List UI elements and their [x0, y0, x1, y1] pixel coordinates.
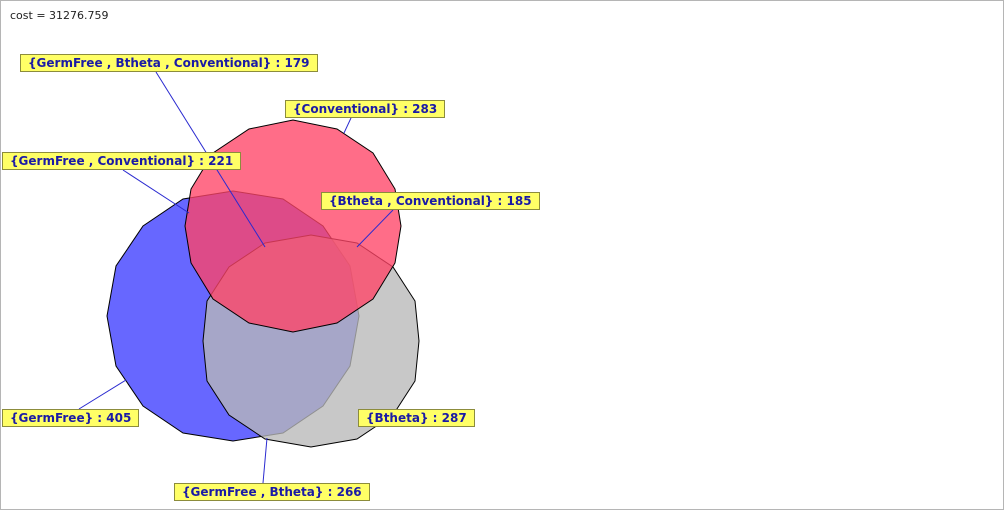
leader-conventional — [343, 117, 352, 134]
leader-germfree — [78, 379, 127, 410]
leader-germfree-conventional — [122, 169, 190, 214]
label-germfree-conventional: {GermFree , Conventional} : 221 — [2, 152, 242, 170]
label-germfree-btheta: {GermFree , Btheta} : 266 — [174, 483, 370, 501]
label-conventional: {Conventional} : 283 — [285, 100, 446, 118]
cost-readout: cost = 31276.759 — [10, 9, 109, 22]
label-germfree: {GermFree} : 405 — [2, 409, 140, 427]
label-germfree-btheta-conventional: {GermFree , Btheta , Conventional} : 179 — [20, 54, 318, 72]
label-btheta-conventional: {Btheta , Conventional} : 185 — [321, 192, 540, 210]
set-conventional-shape — [184, 119, 402, 333]
label-btheta: {Btheta} : 287 — [358, 409, 475, 427]
leader-germfree-btheta — [262, 437, 268, 484]
leader-btheta-conventional — [356, 209, 394, 248]
